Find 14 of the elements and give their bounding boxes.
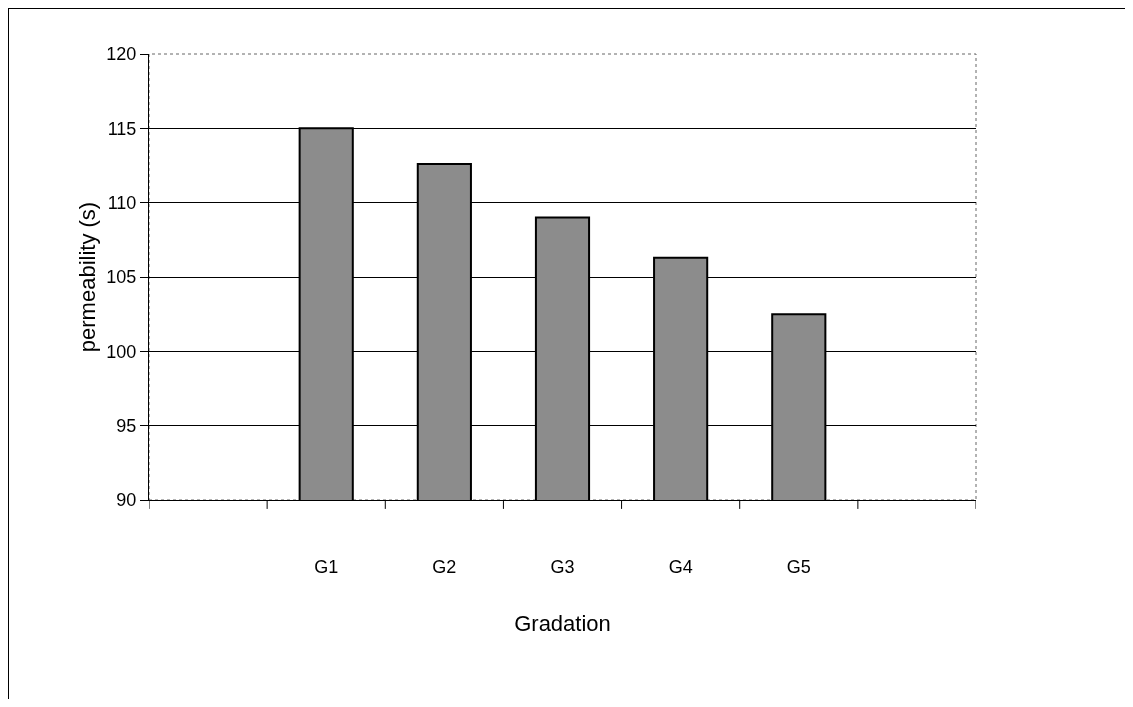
x-tick-label: G1 [314, 556, 339, 577]
x-tick-label: G4 [668, 556, 693, 577]
x-axis-title: Gradation [514, 611, 611, 637]
y-tick-label: 100 [106, 341, 137, 362]
x-tick-label: G2 [432, 556, 457, 577]
x-tick-label: G5 [786, 556, 811, 577]
x-tick-label: G3 [550, 556, 575, 577]
y-tick-label: 120 [106, 44, 137, 65]
y-tick-label: 95 [116, 415, 137, 436]
y-tick-label: 110 [107, 192, 137, 213]
y-tick-label: 115 [107, 118, 137, 139]
y-tick-label: 105 [106, 267, 137, 288]
y-tick-label: 90 [116, 490, 137, 511]
y-axis-title: permeability (s) [75, 201, 100, 353]
